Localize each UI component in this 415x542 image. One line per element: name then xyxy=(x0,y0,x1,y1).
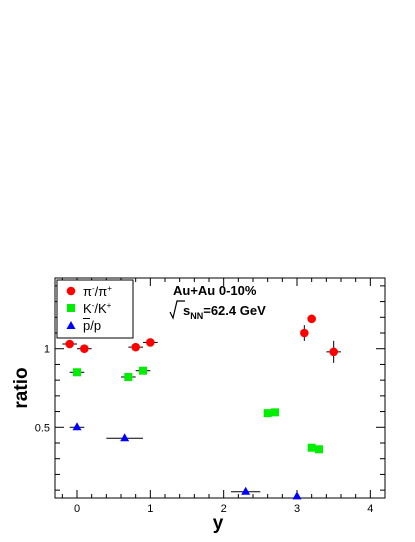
y-tick-label: 0.5 xyxy=(35,422,50,434)
legend-marker-pion xyxy=(66,286,76,296)
x-tick-label: 1 xyxy=(147,503,153,515)
y-tick-label: 1 xyxy=(44,344,50,356)
x-tick-label: 2 xyxy=(221,503,227,515)
data-point-square xyxy=(307,443,316,452)
data-point-triangle xyxy=(120,433,130,442)
sqrt-symbol xyxy=(169,300,185,320)
x-tick-label: 4 xyxy=(367,503,373,515)
x-tick-label: 0 xyxy=(74,503,80,515)
data-point-square xyxy=(139,366,147,375)
plot-frame xyxy=(54,277,386,499)
data-point-triangle xyxy=(292,491,302,500)
marks-layer xyxy=(62,314,341,500)
series-0 xyxy=(62,314,341,363)
data-point-circle xyxy=(300,328,309,338)
data-point-circle xyxy=(131,342,140,352)
annotation-energy-text: sNN=62.4 GeV xyxy=(183,303,266,321)
legend-marker-proton xyxy=(66,321,76,329)
annotation-energy: sNN=62.4 GeV xyxy=(169,300,266,321)
data-point-square xyxy=(263,409,272,418)
legend-marker-kaon xyxy=(67,304,75,312)
data-point-triangle xyxy=(72,422,82,431)
data-point-square xyxy=(315,445,323,454)
series-1 xyxy=(69,366,323,454)
data-point-square xyxy=(73,368,81,377)
legend: π-/π+ K-/K+ p/p xyxy=(56,279,134,339)
data-point-square xyxy=(271,408,279,417)
data-point-circle xyxy=(80,344,89,354)
data-point-triangle xyxy=(241,486,251,495)
data-point-circle xyxy=(65,339,74,349)
data-point-circle xyxy=(307,314,316,324)
legend-label-kaon: K-/K+ xyxy=(83,301,112,316)
data-point-square xyxy=(124,373,133,381)
x-axis-title: y xyxy=(213,513,224,534)
annotation-system: Au+Au 0-10% xyxy=(173,283,257,298)
legend-label-proton: p/p xyxy=(83,318,101,333)
x-tick-label: 3 xyxy=(294,503,300,515)
data-point-circle xyxy=(146,338,155,347)
legend-label-pion: π-/π+ xyxy=(83,284,112,299)
data-point-circle xyxy=(329,347,338,357)
y-axis-title: ratio xyxy=(11,367,32,408)
series-2 xyxy=(69,422,302,500)
ticks-layer: 0 1 2 3 4 0.5 1 xyxy=(35,278,386,515)
